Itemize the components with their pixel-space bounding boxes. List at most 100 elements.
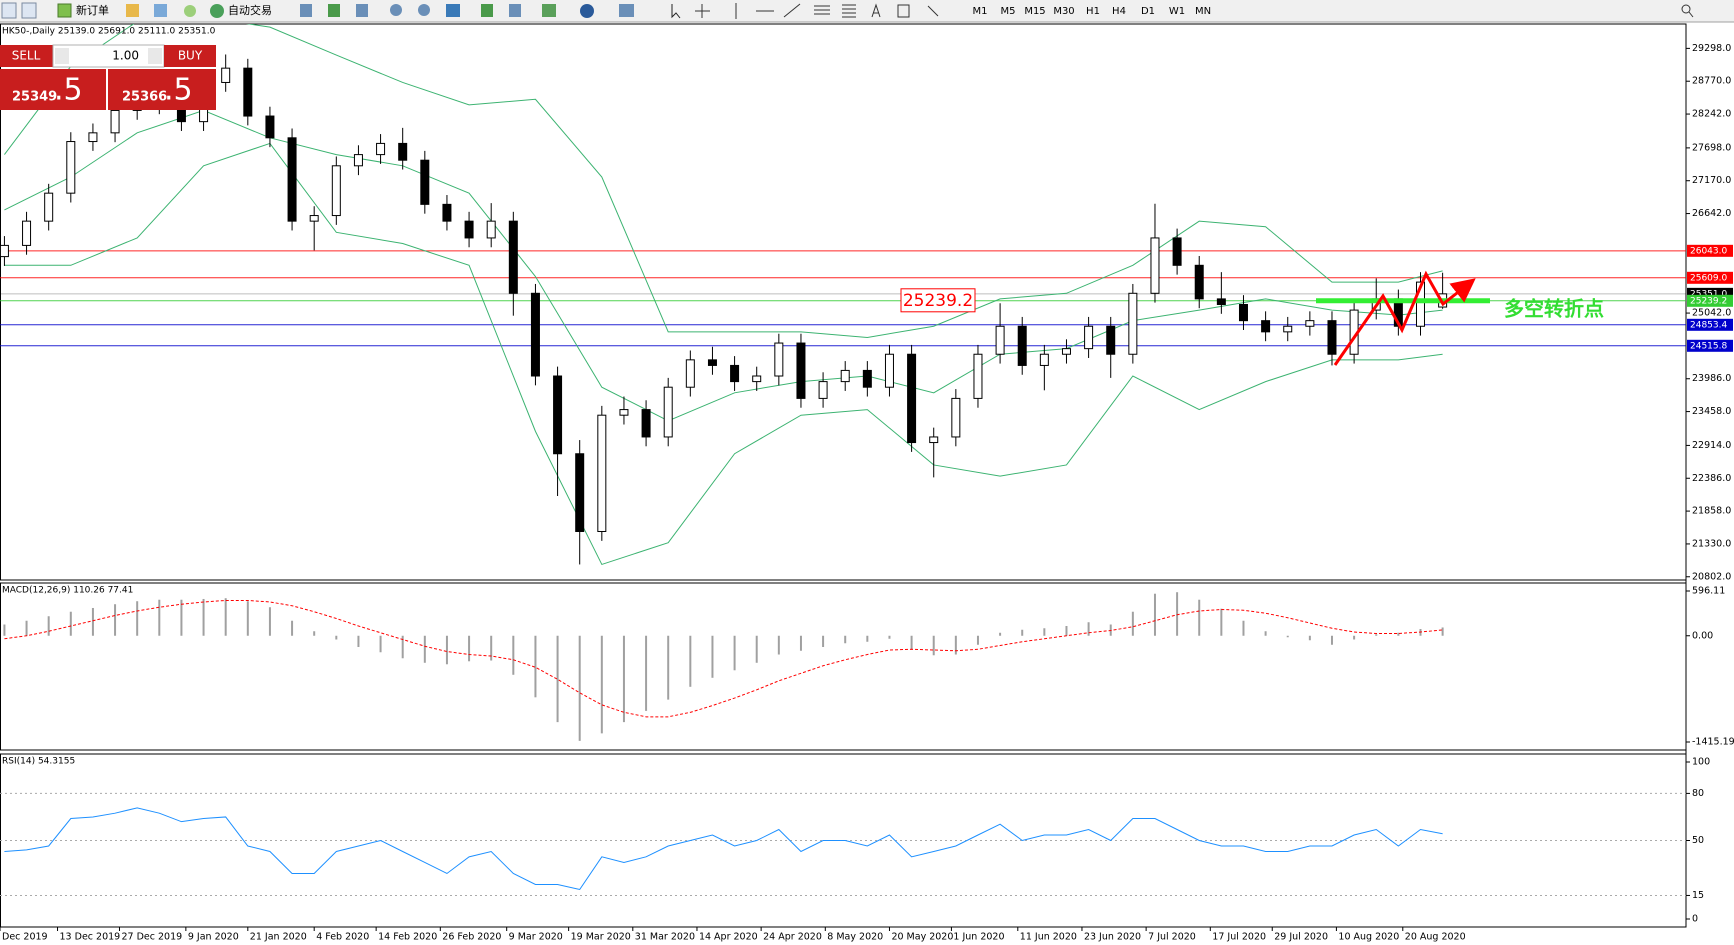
timeframe-button[interactable]: MN [1195,6,1211,17]
timeframe-button[interactable]: D1 [1141,6,1155,17]
icon[interactable] [509,4,521,17]
x-tick-label: 26 Feb 2020 [442,932,501,943]
icon[interactable] [671,4,681,19]
icon[interactable] [126,4,139,17]
candle-body [730,364,740,383]
candle-body [243,67,253,117]
sell-button[interactable] [0,45,53,67]
timeframe-button[interactable]: H4 [1112,6,1126,17]
icon[interactable] [184,5,196,17]
timeframe-button[interactable]: M30 [1053,6,1074,17]
auto-trading-icon[interactable] [210,4,224,18]
search-icon[interactable] [1688,11,1694,18]
icon[interactable] [418,4,430,16]
ask-box[interactable] [108,69,216,110]
timeframe-button[interactable]: M1 [973,6,988,17]
icon[interactable] [783,3,801,18]
icon[interactable] [542,4,556,17]
ask-pips: .5 [164,73,193,108]
annotation-text: 多空转折点 [1504,296,1604,320]
candle-body [442,203,452,222]
buy-button[interactable] [164,45,216,67]
x-tick-label: 13 Dec 2019 [60,932,121,943]
candle-body [1061,348,1071,355]
y-tick-label: 596.11 [1692,586,1725,597]
candle-body [995,325,1005,355]
icon[interactable] [154,4,167,17]
icon[interactable] [21,2,37,19]
spin-up[interactable] [148,48,162,64]
x-tick-label: 8 May 2020 [827,932,883,943]
new-order-icon[interactable] [57,3,72,18]
x-tick-label: 10 Aug 2020 [1338,932,1399,943]
y-tick-label: 21858.0 [1692,506,1731,517]
icon[interactable] [356,4,368,17]
icon[interactable] [695,4,710,18]
candle-body [110,109,120,134]
candle-body [88,132,98,143]
timeframe-button[interactable]: M5 [1001,6,1016,17]
level-price-box [1687,294,1733,307]
candle-body [353,154,363,167]
candle-body [22,220,32,246]
candle-body [1150,237,1160,294]
volume[interactable]: 1.00 [112,49,139,63]
y-tick-label: 29298.0 [1692,43,1731,54]
y-tick-label: 28770.0 [1692,76,1731,87]
icon[interactable] [446,4,460,17]
candle-body [1194,264,1204,300]
icon[interactable] [580,4,594,18]
y-tick-label: 22914.0 [1692,440,1731,451]
spin-down[interactable] [55,48,69,64]
candle-body [951,397,961,438]
y-tick-label: 15 [1692,890,1704,901]
candle-body [1283,325,1293,333]
panel-title: RSI(14) 54.3155 [2,757,75,767]
y-tick-label: 25042.0 [1692,308,1731,319]
candle-body [663,386,673,438]
candle-body [398,142,408,161]
icon[interactable] [328,4,340,17]
auto-trading-button[interactable]: 自动交易 [228,3,272,17]
candle-body [1261,320,1271,333]
icon[interactable] [842,4,856,18]
chart-tools [300,3,939,19]
icon[interactable] [619,4,634,17]
timeframe-button[interactable]: H1 [1086,6,1100,17]
candle-body [641,409,651,438]
timeframe-button[interactable]: W1 [1169,6,1185,17]
y-tick-label: 20802.0 [1692,571,1731,582]
volume-box[interactable] [52,44,165,68]
icon[interactable] [481,4,493,17]
x-tick-label: 20 Aug 2020 [1405,932,1466,943]
icon[interactable] [814,5,830,15]
candle-body [1305,320,1315,327]
candle-body [44,192,54,222]
candle-body [973,353,983,399]
icon[interactable] [1,2,17,19]
x-tick-label: 9 Jan 2020 [188,932,239,943]
y-tick-label: 100 [1692,757,1710,768]
level-price-box [1687,244,1733,257]
sell-label[interactable]: SELL [12,49,41,63]
x-tick-label: 21 Jan 2020 [250,932,307,943]
candle-body [907,353,917,444]
y-tick-label: 23986.0 [1692,373,1731,384]
icon[interactable] [390,4,402,16]
icon[interactable] [927,5,939,17]
icon[interactable] [871,3,881,18]
timeframe-button[interactable]: M15 [1024,6,1045,17]
timeframes: M1 M5 M15 M30 H1 H4 D1 W1 MN [973,6,1212,17]
new-order-button[interactable]: 新订单 [76,3,109,17]
x-tick-label: 23 Jun 2020 [1084,932,1141,943]
candle-body [486,220,496,239]
bid-box[interactable] [0,69,106,110]
candle-body [597,414,607,532]
icon[interactable] [897,4,910,18]
price-label: 25239.2 [903,291,973,311]
candle-body [0,244,9,258]
buy-label[interactable]: BUY [178,49,203,63]
y-tick-label: 0.00 [1692,630,1713,641]
icon[interactable] [300,4,312,17]
search-icon[interactable] [1681,4,1691,14]
